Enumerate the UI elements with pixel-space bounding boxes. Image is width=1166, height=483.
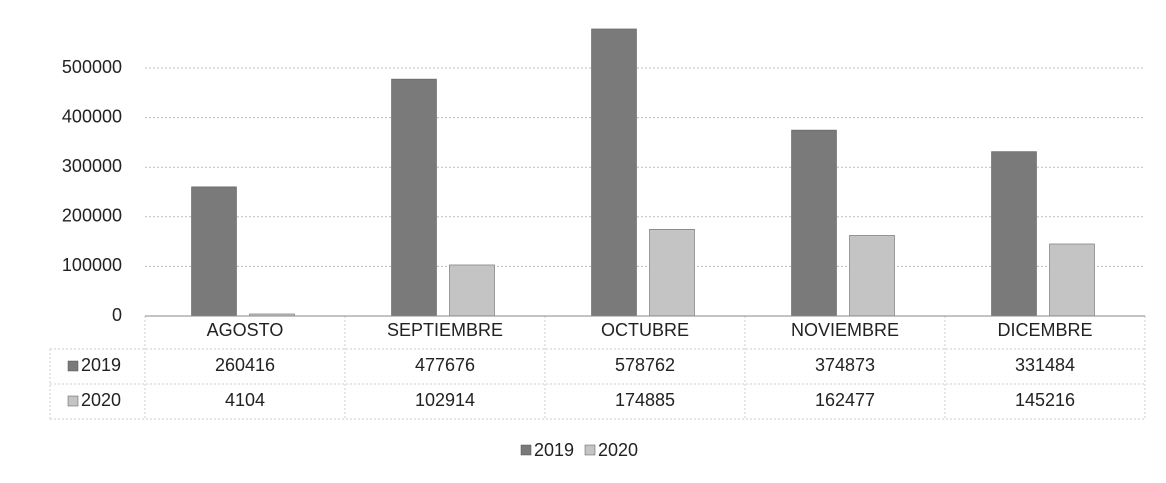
table-cell: 331484 — [1015, 355, 1075, 375]
table-cell: 260416 — [215, 355, 275, 375]
x-tick-label: OCTUBRE — [601, 320, 689, 340]
bar — [391, 78, 437, 317]
table-cell: 145216 — [1015, 390, 1075, 410]
y-tick-label: 100000 — [62, 255, 122, 275]
table-cell: 162477 — [815, 390, 875, 410]
x-tick-label: AGOSTO — [207, 320, 284, 340]
bar — [1049, 243, 1095, 317]
legend-label: 2020 — [598, 440, 638, 460]
table-cell: 4104 — [225, 390, 265, 410]
bar — [849, 235, 895, 317]
table-cell: 477676 — [415, 355, 475, 375]
y-tick-label: 200000 — [62, 206, 122, 226]
table-cell: 578762 — [615, 355, 675, 375]
legend-key — [520, 444, 532, 456]
x-tick-label: DICEMBRE — [997, 320, 1092, 340]
table-row-label: 2020 — [81, 390, 121, 410]
table-cell: 374873 — [815, 355, 875, 375]
y-tick-label: 0 — [112, 305, 122, 325]
bar — [791, 129, 837, 317]
y-tick-label: 300000 — [62, 156, 122, 176]
bar — [649, 229, 695, 317]
legend-label: 2019 — [534, 440, 574, 460]
bar — [991, 151, 1037, 317]
table-cell: 174885 — [615, 390, 675, 410]
table-legend-key — [67, 395, 79, 407]
table-cell: 102914 — [415, 390, 475, 410]
y-tick-label: 400000 — [62, 106, 122, 126]
legend-key — [584, 444, 596, 456]
table-row-label: 2019 — [81, 355, 121, 375]
x-tick-label: NOVIEMBRE — [791, 320, 899, 340]
bar — [191, 186, 237, 317]
y-tick-label: 500000 — [62, 57, 122, 77]
bar — [449, 264, 495, 317]
x-tick-label: SEPTIEMBRE — [387, 320, 503, 340]
table-legend-key — [67, 360, 79, 372]
bar — [591, 28, 637, 317]
